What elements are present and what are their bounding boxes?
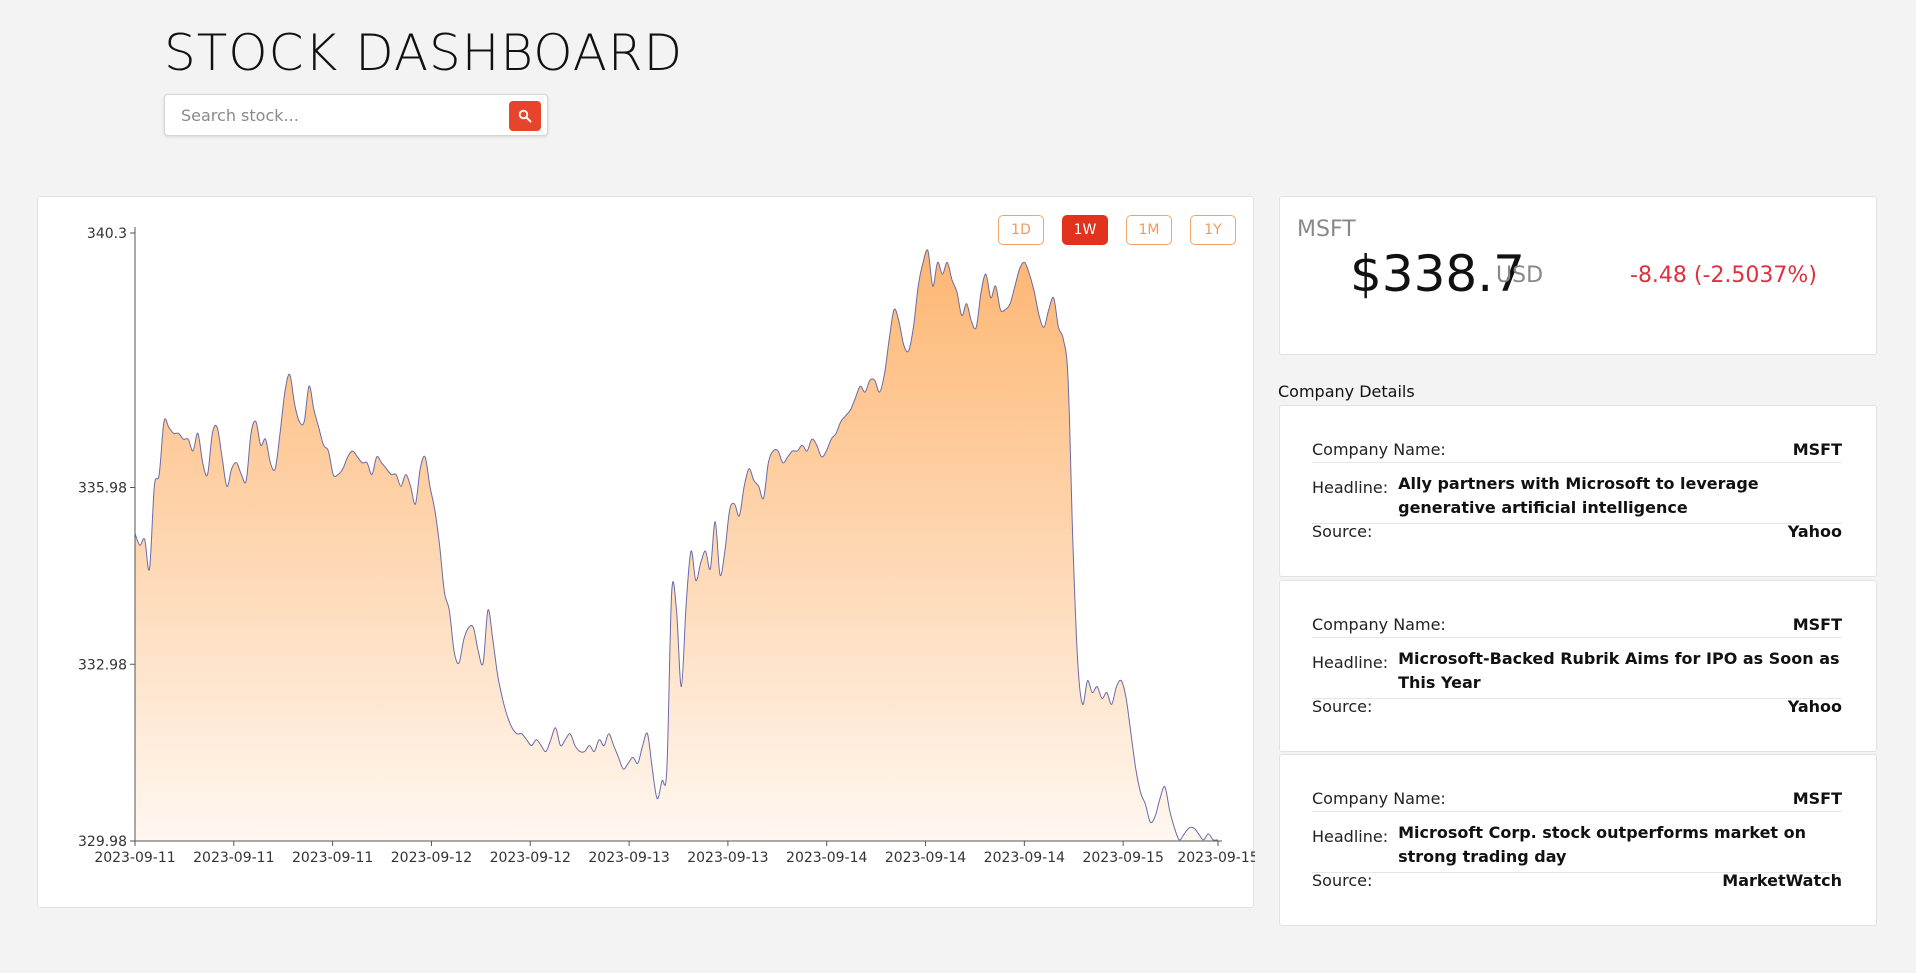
headline-value: Ally partners with Microsoft to leverage… (1398, 474, 1759, 517)
x-tick-label: 2023-09-14 (984, 850, 1065, 866)
company-name-value: MSFT (1792, 615, 1842, 634)
x-tick-label: 2023-09-14 (885, 850, 966, 866)
search-box (164, 94, 548, 136)
company-name-label: Company Name: (1312, 789, 1446, 808)
detail-card: Company Name: MSFT Headline: Microsoft C… (1279, 754, 1877, 926)
detail-row-source: Source: Yahoo (1312, 697, 1842, 719)
x-tick-label: 2023-09-15 (1177, 850, 1255, 866)
price-line (134, 249, 1219, 841)
quote-symbol: MSFT (1297, 217, 1356, 242)
x-tick-label: 2023-09-11 (193, 850, 274, 866)
company-name-label: Company Name: (1312, 615, 1446, 634)
chart-card: 340.3 335.98 332.98 329.98 2023-09-11 2023-09… (37, 196, 1255, 908)
search-input[interactable] (173, 101, 519, 129)
headline-value: Microsoft Corp. stock outperforms market… (1398, 823, 1807, 866)
detail-card: Company Name: MSFT Headline: Ally partne… (1279, 405, 1877, 577)
detail-card: Company Name: MSFT Headline: Microsoft-B… (1279, 580, 1877, 752)
detail-row-company: Company Name: MSFT (1312, 440, 1842, 463)
x-tick-label: 2023-09-11 (292, 850, 373, 866)
company-name-value: MSFT (1792, 789, 1842, 808)
x-tick-label: 2023-09-13 (588, 850, 669, 866)
x-tick-label: 2023-09-15 (1082, 850, 1163, 866)
range-button-1w[interactable]: 1W (1062, 215, 1108, 245)
details-title: Company Details (1278, 382, 1415, 401)
detail-row-headline: Headline: Microsoft-Backed Rubrik Aims f… (1312, 647, 1842, 699)
detail-row-source: Source: MarketWatch (1312, 871, 1842, 893)
source-value: MarketWatch (1722, 871, 1842, 890)
range-button-1m[interactable]: 1M (1126, 215, 1172, 245)
detail-row-company: Company Name: MSFT (1312, 789, 1842, 812)
detail-row-source: Source: Yahoo (1312, 522, 1842, 544)
company-name-value: MSFT (1792, 440, 1842, 459)
search-button[interactable] (509, 101, 541, 131)
price-area (135, 249, 1218, 841)
company-name-label: Company Name: (1312, 440, 1446, 459)
page-title: STOCK DASHBOARD (164, 24, 684, 82)
x-tick-label: 2023-09-13 (687, 850, 768, 866)
headline-label: Headline: (1312, 478, 1389, 497)
quote-card: MSFT $338.7 USD -8.48 (-2.5037%) (1279, 196, 1877, 355)
y-tick-label: 329.98 (78, 834, 127, 850)
quote-price: $338.7 (1350, 245, 1525, 303)
y-tick-label: 340.3 (87, 226, 127, 242)
range-button-1y[interactable]: 1Y (1190, 215, 1236, 245)
range-button-1d[interactable]: 1D (998, 215, 1044, 245)
detail-row-headline: Headline: Microsoft Corp. stock outperfo… (1312, 821, 1842, 873)
search-icon (518, 109, 532, 123)
y-tick-label: 335.98 (78, 481, 127, 497)
headline-value: Microsoft-Backed Rubrik Aims for IPO as … (1398, 649, 1840, 692)
quote-currency: USD (1496, 263, 1544, 288)
source-value: Yahoo (1787, 522, 1842, 541)
headline-label: Headline: (1312, 827, 1389, 846)
x-tick-label: 2023-09-14 (786, 850, 867, 866)
source-value: Yahoo (1787, 697, 1842, 716)
x-tick-label: 2023-09-11 (94, 850, 175, 866)
x-tick-label: 2023-09-12 (391, 850, 472, 866)
detail-row-company: Company Name: MSFT (1312, 615, 1842, 638)
detail-row-headline: Headline: Ally partners with Microsoft t… (1312, 472, 1842, 524)
quote-change: -8.48 (-2.5037%) (1630, 263, 1817, 288)
source-label: Source: (1312, 697, 1373, 716)
source-label: Source: (1312, 522, 1373, 541)
source-label: Source: (1312, 871, 1373, 890)
x-tick-label: 2023-09-12 (490, 850, 571, 866)
y-tick-label: 332.98 (78, 657, 127, 673)
headline-label: Headline: (1312, 653, 1389, 672)
